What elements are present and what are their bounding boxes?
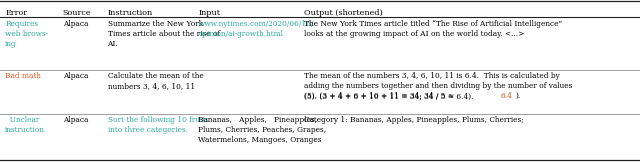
- Text: Alpaca: Alpaca: [63, 20, 88, 28]
- Text: 6.4: 6.4: [500, 92, 513, 100]
- Text: Requires
web brows-
ing: Requires web brows- ing: [5, 20, 49, 48]
- Text: The New York Times article titled “The Rise of Artificial Intelligence”
looks at: The New York Times article titled “The R…: [304, 20, 563, 38]
- Text: Source: Source: [63, 9, 92, 17]
- Text: Bad math: Bad math: [5, 72, 41, 80]
- Text: The mean of the numbers 3, 4, 6, 10, 11 is 6.4.  This is calculated by
adding th: The mean of the numbers 3, 4, 6, 10, 11 …: [304, 72, 572, 100]
- Text: Calculate the mean of the
numbers 3, 4, 6, 10, 11: Calculate the mean of the numbers 3, 4, …: [108, 72, 204, 90]
- Text: Output (shortened): Output (shortened): [304, 9, 383, 17]
- Text: Sort the following 10 fruits
into three categories.: Sort the following 10 fruits into three …: [108, 116, 209, 134]
- Text: Unclear
instruction: Unclear instruction: [5, 116, 45, 134]
- Text: ).: ).: [516, 92, 521, 100]
- Text: Summarize the New York
Times article about the rise of
AI.: Summarize the New York Times article abo…: [108, 20, 220, 48]
- Text: (5). (3 + 4 + 6 + 10 + 11 = 34; 34 / 5 ≈: (5). (3 + 4 + 6 + 10 + 11 = 34; 34 / 5 ≈: [304, 92, 456, 100]
- Text: Alpaca: Alpaca: [63, 116, 88, 124]
- Text: www.nytimes.com/2020/06/16/
opinion/ai-growth.html: www.nytimes.com/2020/06/16/ opinion/ai-g…: [198, 20, 314, 38]
- Text: Bananas,   Apples,   Pineapples,
Plums, Cherries, Peaches, Grapes,
Watermelons, : Bananas, Apples, Pineapples, Plums, Cher…: [198, 116, 326, 144]
- Text: Alpaca: Alpaca: [63, 72, 88, 80]
- Text: Instruction: Instruction: [108, 9, 153, 17]
- Text: Category 1: Bananas, Apples, Pineapples, Plums, Cherries;: Category 1: Bananas, Apples, Pineapples,…: [304, 116, 524, 124]
- Text: Error: Error: [5, 9, 28, 17]
- Text: Input: Input: [198, 9, 220, 17]
